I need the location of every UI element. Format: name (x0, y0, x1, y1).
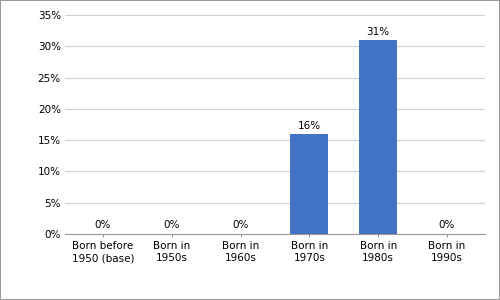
Bar (360, 40, 397, 234)
Text: 0%: 0% (232, 220, 249, 230)
Bar (290, 134, 329, 234)
Text: 16%: 16% (298, 121, 321, 131)
Text: 0%: 0% (95, 220, 111, 230)
Text: 0%: 0% (439, 220, 455, 230)
Text: 0%: 0% (164, 220, 180, 230)
Text: 31%: 31% (366, 27, 390, 37)
